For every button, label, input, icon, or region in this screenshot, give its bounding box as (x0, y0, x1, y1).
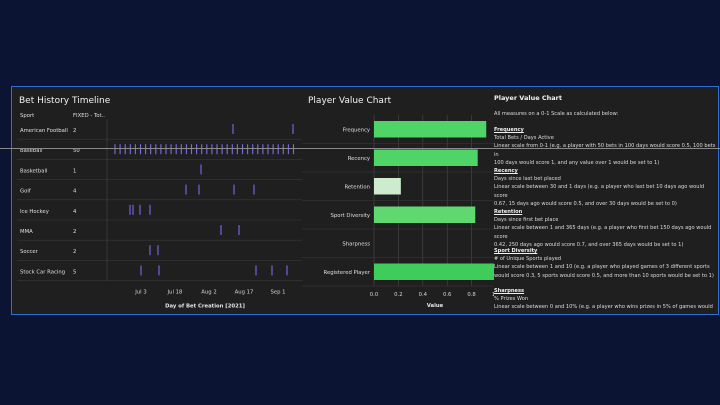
value-bar (374, 149, 478, 166)
category-label: Frequency (343, 127, 370, 133)
measure-line: Linear scale between 0 and 10% (e.g. a p… (494, 304, 713, 311)
overlay-divider-line (0, 148, 720, 149)
timeline-xlabel: Day of Bet Creation [2021] (165, 304, 245, 310)
measure-line: Linear scale between 30 and 1 days (e.g.… (494, 184, 705, 199)
value-chart-title: Player Value Chart (308, 96, 392, 106)
measure-line: Linear scale between 1 and 10 (e.g. a pl… (494, 264, 710, 271)
measure-frequency: Frequency Total Bets / Days Active Linea… (494, 126, 716, 167)
date-tick-label: Jul 3 (134, 290, 146, 296)
dashboard-panel: Bet History Timeline Sport FIXED - Tot..… (11, 86, 719, 315)
sport-label: Golf (20, 189, 31, 195)
x-tick-label: 0.8 (467, 292, 476, 298)
measure-recency: Recency Days since last bet placed Linea… (494, 167, 716, 208)
col-header-fixed: FIXED - Tot.. (73, 113, 105, 119)
bet-count: 5 (73, 269, 76, 275)
category-label: Recency (348, 156, 370, 162)
measure-line: 0.67, 15 days ago would score 0.5, and o… (494, 200, 677, 207)
timeline-chart: American Football 2 Baseball 50 Basketball 1 G… (17, 119, 302, 310)
date-tick-label: Sep 1 (270, 290, 285, 296)
date-tick-label: Aug 2 (201, 290, 216, 296)
measure-line: % Prizes Won (494, 296, 529, 303)
measure-line: Days since first bet place (494, 217, 559, 224)
measure-retention: Retention Days since first bet place Lin… (494, 208, 716, 249)
category-label: Registered Player (324, 270, 371, 276)
sport-label: Stock Car Racing (20, 269, 65, 275)
col-header-sport: Sport (20, 113, 35, 119)
x-tick-label: 0.2 (394, 292, 402, 298)
x-tick-label: 0.6 (443, 292, 452, 298)
value-chart: 0.0 0.2 0.4 0.6 0.8 1.0 Frequency Recency Retent… (302, 115, 494, 309)
measure-sport-diversity: Sport Diversity # of Unique Sports playe… (494, 247, 716, 280)
measures-intro: All measures on a 0-1 Scale as calculate… (494, 111, 619, 117)
x-tick-label: 0.0 (370, 292, 379, 298)
sport-label: Ice Hockey (20, 209, 49, 215)
measure-line: 100 days would score 1, and any value ov… (494, 159, 660, 166)
measure-title: Recency (494, 168, 518, 174)
bet-count: 1 (73, 168, 76, 174)
measure-title: Frequency (494, 127, 524, 133)
sport-label: Baseball (20, 148, 42, 154)
category-label: Sport Diversity (331, 213, 370, 219)
bet-count: 2 (73, 128, 76, 134)
value-xlabel: Value (427, 303, 444, 309)
measure-line: 0.42, 250 days ago would score 0.7, and … (494, 241, 684, 248)
measure-title: Retention (494, 209, 523, 215)
value-bar (374, 121, 487, 138)
bet-count: 4 (73, 209, 77, 215)
measure-line: would score 0.3, 5 sports would score 0.… (494, 272, 714, 279)
measure-line: Linear scale between 1 and 365 days (e.g… (494, 225, 712, 240)
measure-line: Days since last bet placed (494, 176, 561, 183)
bet-count: 50 (73, 148, 80, 154)
sport-label: American Football (20, 128, 68, 134)
value-bar (374, 178, 401, 195)
bet-count: 4 (73, 189, 77, 195)
value-bar (374, 263, 494, 280)
sport-label: MMA (20, 229, 33, 235)
date-tick-label: Aug 17 (235, 290, 254, 296)
measures-title: Player Value Chart (494, 94, 562, 102)
bet-count: 2 (73, 249, 76, 255)
value-bar (374, 206, 476, 223)
measure-sharpness: Sharpness % Prizes Won Linear scale betw… (494, 287, 716, 312)
measures-panel: Player Value Chart All measures on a 0-1… (494, 87, 716, 314)
measure-title: Sharpness (494, 288, 525, 294)
x-tick-label: 1.0 (492, 292, 494, 298)
sport-label: Soccer (20, 249, 39, 255)
measure-line: Total Bets / Days Active (494, 135, 554, 142)
measure-line: Linear scale from 0-1 (e.g. a player wit… (494, 143, 716, 158)
x-tick-label: 0.4 (419, 292, 428, 298)
category-label: Retention (344, 184, 370, 190)
sport-label: Basketball (20, 168, 47, 174)
timeline-title: Bet History Timeline (19, 96, 111, 106)
bet-count: 2 (73, 229, 76, 235)
measure-title: Sport Diversity (494, 248, 538, 254)
category-label: Sharpness (342, 241, 370, 247)
date-tick-label: Jul 18 (167, 290, 183, 296)
measure-line: # of Unique Sports played (494, 256, 562, 263)
